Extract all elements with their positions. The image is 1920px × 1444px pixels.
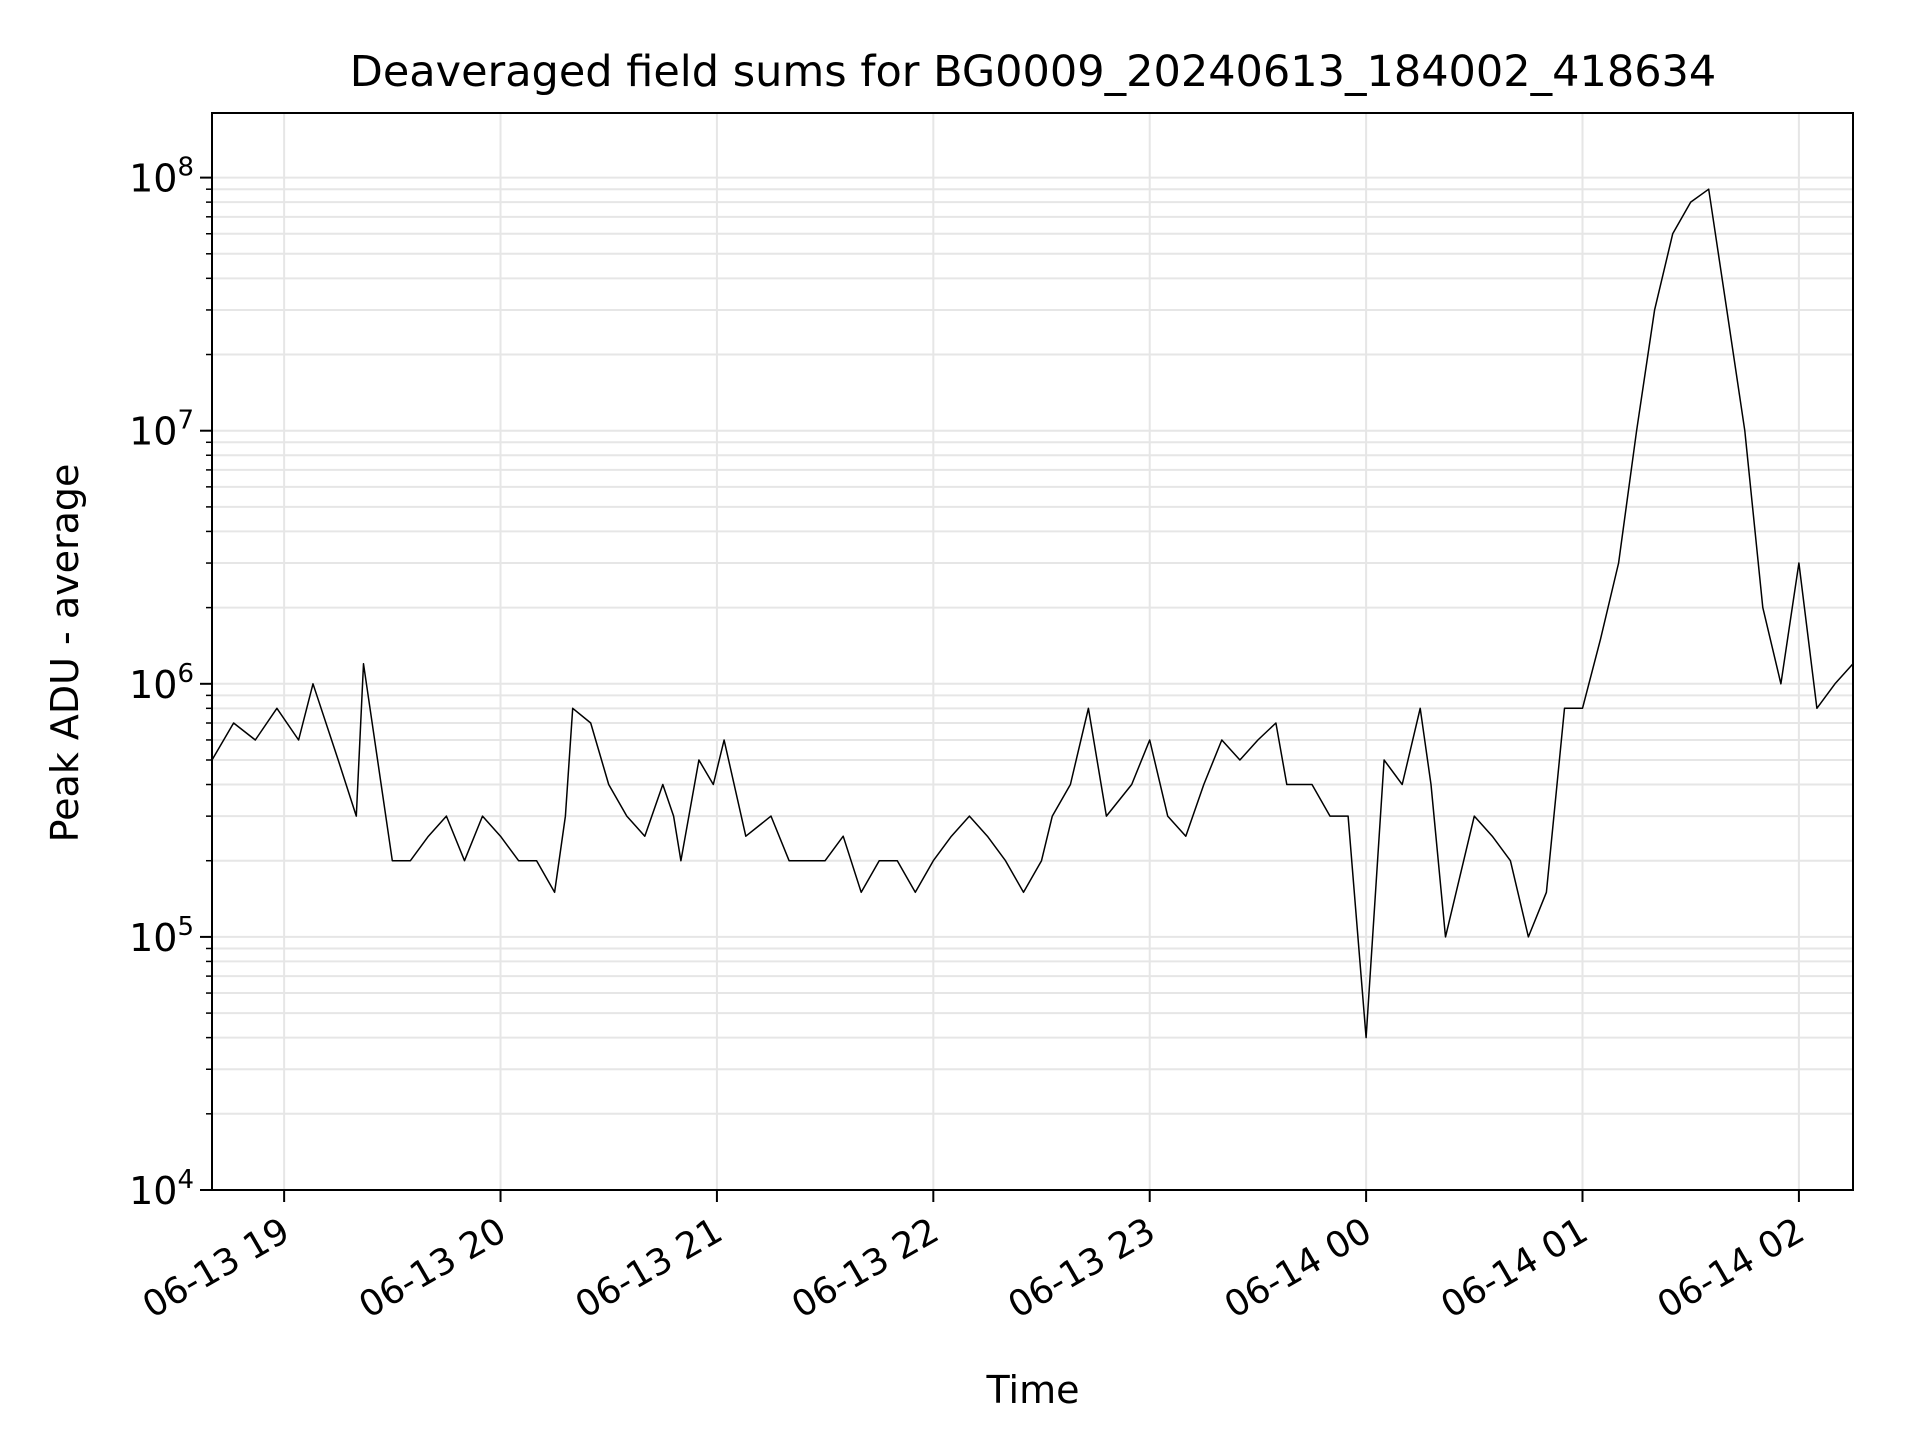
plot-frame bbox=[211, 112, 1854, 1191]
y-tick-label: 104 bbox=[129, 1165, 194, 1213]
x-axis-label: Time bbox=[986, 1368, 1080, 1412]
y-tick-label: 106 bbox=[129, 659, 194, 707]
y-axis: 104 105 106 107 108 bbox=[129, 153, 212, 1213]
plot-series bbox=[211, 188, 1854, 1039]
y-tick-label: 105 bbox=[129, 912, 194, 960]
y-tick-label: 107 bbox=[129, 406, 194, 454]
y-tick-label: 108 bbox=[129, 153, 194, 201]
chart-title: Deaveraged field sums for BG0009_2024061… bbox=[350, 47, 1717, 97]
series-line bbox=[211, 188, 1854, 1039]
y-axis-label: Peak ADU - average bbox=[43, 464, 87, 843]
